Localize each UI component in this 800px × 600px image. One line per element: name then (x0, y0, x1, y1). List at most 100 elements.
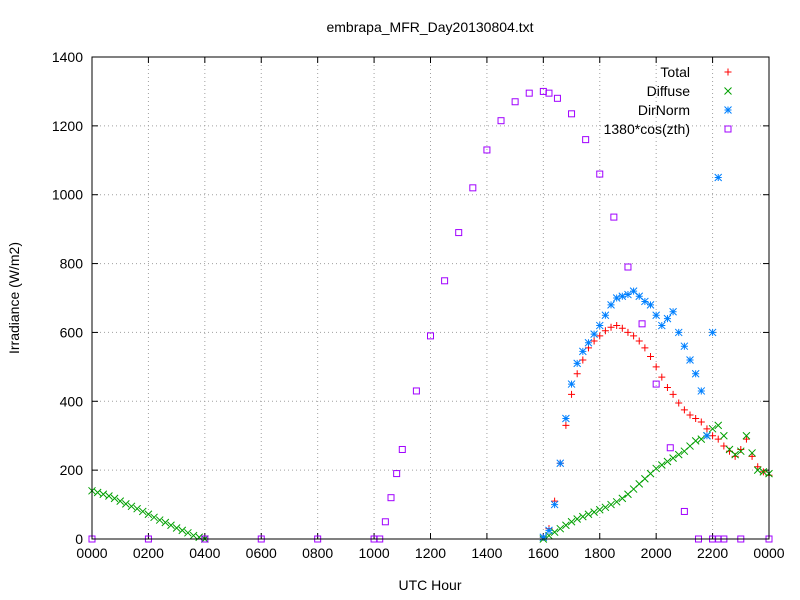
data-point (680, 342, 689, 351)
data-point (133, 504, 141, 513)
chart-title: embrapa_MFR_Day20130804.txt (326, 19, 533, 35)
data-point (584, 338, 593, 347)
data-point (691, 437, 700, 445)
legend-marker (724, 68, 732, 76)
data-point (578, 347, 587, 356)
data-point (172, 524, 181, 532)
data-point (658, 373, 666, 381)
data-point (573, 370, 581, 378)
data-point (754, 463, 762, 471)
data-point (398, 445, 406, 453)
legend: Total Diffuse DirNorm 1380*cos(zth) (604, 64, 732, 137)
data-point (692, 415, 700, 422)
data-point (646, 301, 655, 309)
data-point (116, 497, 125, 505)
data-point (590, 337, 598, 345)
data-point (545, 526, 553, 535)
x-tick-label: 0600 (246, 545, 277, 561)
data-point (607, 323, 615, 331)
data-point (674, 450, 683, 459)
data-point (708, 328, 717, 337)
data-point (635, 292, 644, 301)
data-point (568, 390, 576, 398)
data-point (652, 311, 661, 320)
data-point (703, 425, 711, 433)
y-tick-label: 0 (75, 531, 83, 547)
x-tick-label: 0800 (302, 545, 333, 561)
data-point (525, 89, 533, 97)
data-point (607, 500, 615, 509)
data-point (657, 461, 666, 469)
data-point (184, 528, 192, 537)
data-point (578, 512, 587, 521)
y-tick-label: 1000 (52, 187, 83, 203)
grid-layer (92, 57, 769, 539)
x-tick-label: 2200 (697, 545, 728, 561)
data-point (601, 327, 609, 335)
legend-label: 1380*cos(zth) (604, 121, 690, 137)
data-point (607, 301, 615, 309)
y-axis-label: Irradiance (W/m2) (6, 242, 22, 354)
data-point (596, 332, 604, 340)
data-point (624, 328, 632, 336)
data-point (748, 452, 756, 460)
data-point (562, 521, 570, 530)
data-point (595, 505, 604, 514)
x-tick-label: 1200 (415, 545, 446, 561)
data-point (742, 431, 751, 440)
data-point (105, 492, 113, 500)
data-point (93, 488, 102, 497)
data-point (748, 449, 756, 457)
data-point (708, 424, 717, 433)
data-point (669, 390, 677, 398)
data-point (441, 277, 449, 285)
legend-marker (724, 106, 732, 114)
data-point (612, 497, 621, 506)
data-point (612, 294, 621, 302)
series-1 (88, 421, 773, 543)
data-point (553, 94, 561, 102)
y-tick-label: 200 (60, 462, 84, 478)
data-point (680, 406, 688, 414)
data-point (584, 510, 593, 519)
data-point (624, 263, 632, 271)
data-point (412, 387, 420, 395)
data-point (669, 454, 677, 462)
data-point (630, 332, 638, 340)
x-tick-label: 1000 (359, 545, 390, 561)
data-point (167, 521, 175, 530)
data-point (657, 321, 666, 330)
y-tick-label: 1200 (52, 118, 83, 134)
data-point (759, 468, 768, 476)
data-point (155, 516, 164, 524)
data-point (697, 418, 705, 426)
data-point (697, 387, 706, 395)
data-point (567, 517, 576, 526)
data-point (697, 435, 706, 444)
data-point (652, 380, 660, 388)
data-point (742, 435, 750, 443)
x-tick-label: 0200 (133, 545, 164, 561)
data-point (568, 110, 576, 118)
data-point (539, 533, 548, 542)
data-point (455, 229, 463, 237)
data-point (178, 526, 187, 535)
data-point (680, 507, 688, 515)
y-tick-label: 600 (60, 324, 84, 340)
data-point (652, 464, 661, 473)
legend-label: Diffuse (647, 83, 691, 99)
data-point (582, 136, 590, 144)
data-point (618, 324, 626, 332)
data-point (601, 503, 610, 512)
data-point (127, 502, 136, 511)
data-point (562, 414, 570, 423)
data-point (595, 321, 604, 330)
data-point (652, 363, 660, 371)
data-point (161, 518, 170, 527)
x-tick-label: 1800 (584, 545, 615, 561)
series-0 (539, 322, 773, 541)
data-point (393, 470, 401, 478)
data-point (511, 98, 519, 106)
data-point (573, 359, 582, 368)
